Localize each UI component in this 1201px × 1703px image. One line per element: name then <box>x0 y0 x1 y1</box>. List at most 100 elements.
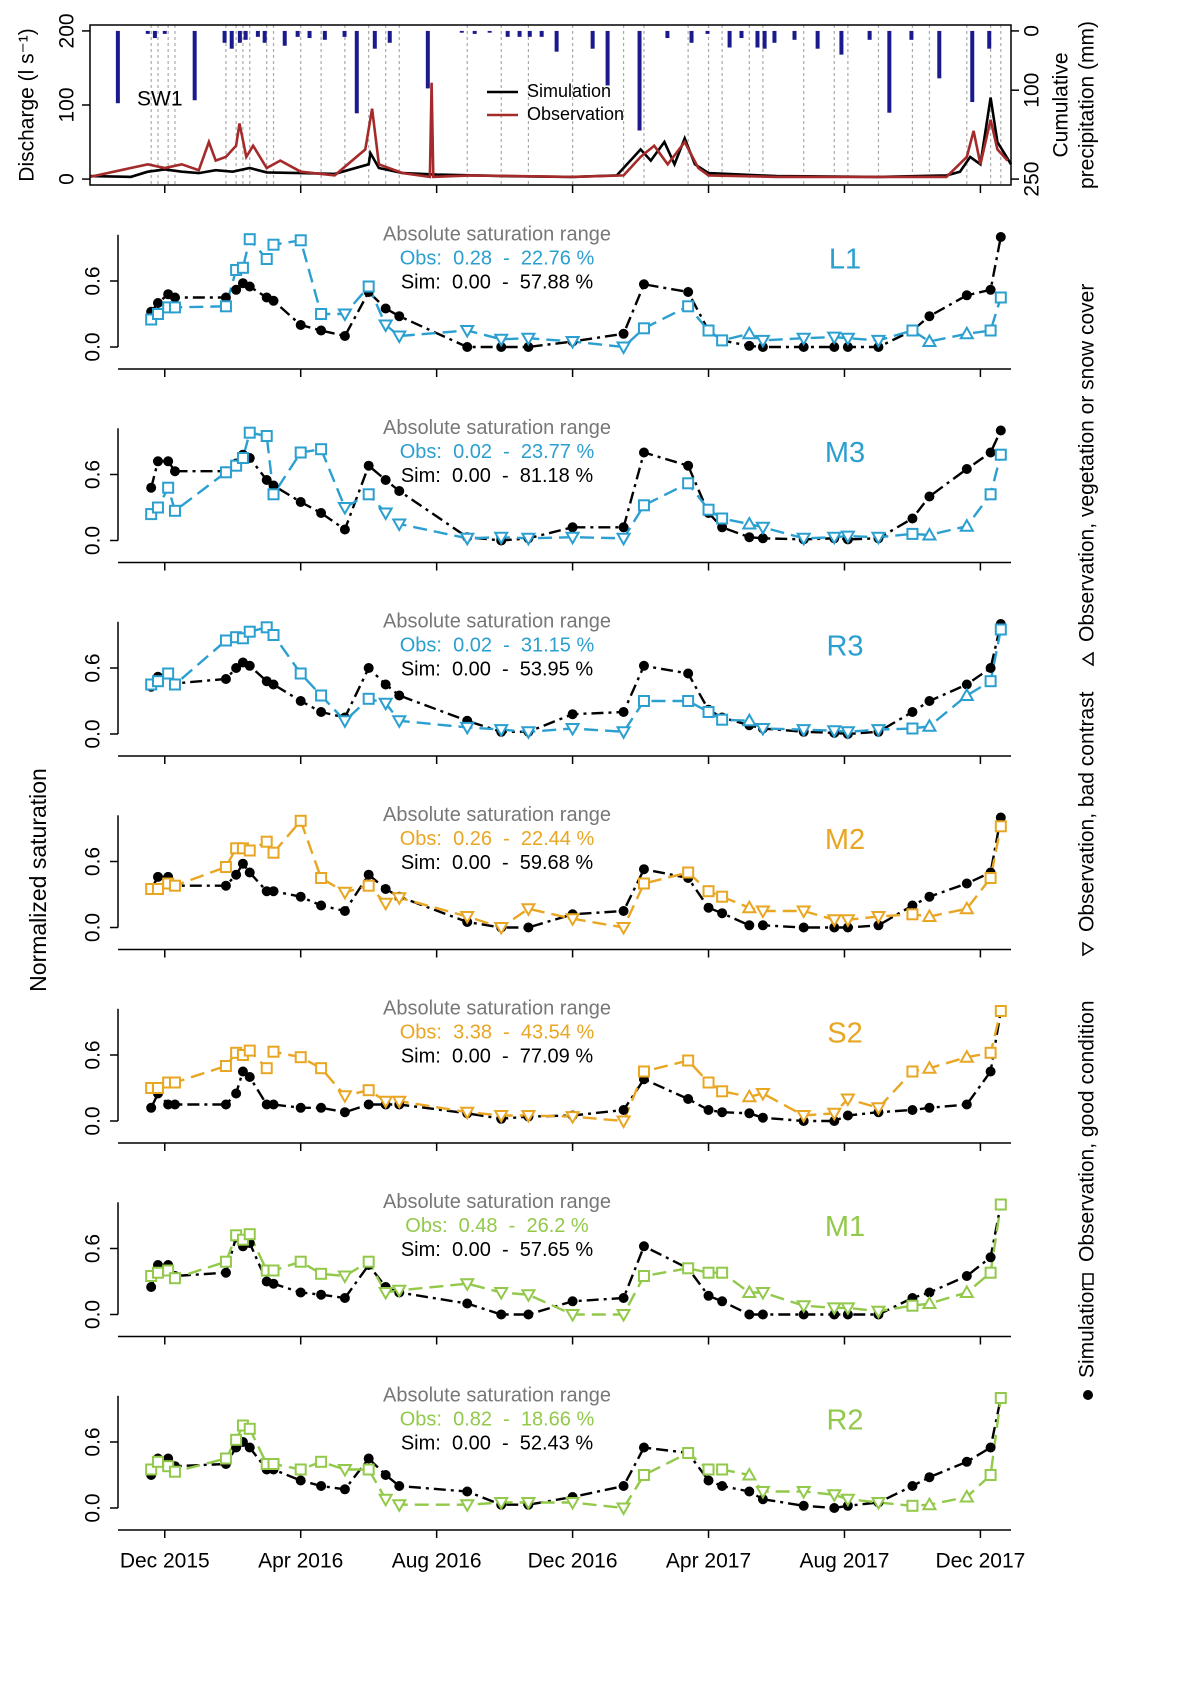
observation-point <box>959 687 975 701</box>
observation-point <box>162 667 175 680</box>
observation-point <box>459 1278 475 1292</box>
simulation-point <box>268 679 279 690</box>
station-label: SW1 <box>137 88 183 111</box>
simulation-point <box>618 707 629 717</box>
observation-point <box>826 531 842 546</box>
observation-point <box>906 1499 919 1512</box>
y-tick-label: 0.0 <box>82 1493 105 1522</box>
discharge-line <box>89 82 1009 179</box>
observation-point <box>377 1493 394 1508</box>
simulation-point <box>462 1486 473 1497</box>
precip-bar <box>162 30 167 34</box>
observation-point <box>337 1464 353 1478</box>
range-annotation: Sim: 0.00 - 53.95 % <box>401 658 594 680</box>
observation-point <box>315 308 328 320</box>
observation-point <box>615 1502 632 1517</box>
range-annotation: Obs: 0.28 - 22.76 % <box>400 247 595 269</box>
observation-point <box>741 899 758 914</box>
observation-point <box>294 1051 307 1064</box>
simulation-point <box>744 1309 755 1320</box>
observation-point <box>682 1262 695 1275</box>
observation-point <box>959 1284 975 1298</box>
observation-point <box>493 1497 509 1511</box>
simulation-point <box>567 709 578 720</box>
simulation-point <box>985 1066 996 1077</box>
simulation-point <box>618 522 629 533</box>
observation-point <box>267 238 280 251</box>
observation-point <box>702 885 715 898</box>
observation-point <box>716 1266 729 1279</box>
observation-point <box>702 1463 715 1476</box>
observation-point <box>243 844 256 857</box>
observation-point <box>520 726 537 740</box>
simulation-point <box>985 663 996 673</box>
precip-bar <box>472 30 477 34</box>
simulation-point <box>363 1099 374 1110</box>
precip-bar <box>307 30 312 39</box>
observation-point <box>459 1499 475 1513</box>
observation-point <box>564 1497 581 1511</box>
precip-bar <box>937 30 942 79</box>
y-tick-label: 0.6 <box>82 460 105 489</box>
simulation-point <box>244 1442 255 1453</box>
observation-point <box>377 1095 394 1110</box>
observation-point <box>362 1463 375 1476</box>
precip-bar <box>192 30 197 101</box>
y-tick-label: 0.0 <box>82 913 105 942</box>
observation-point <box>870 1497 887 1511</box>
simulation-point <box>717 1481 728 1491</box>
observation-point <box>267 1045 280 1058</box>
observation-point <box>682 1054 695 1067</box>
precip-bar <box>689 30 694 43</box>
observation-point <box>391 1499 407 1513</box>
simulation-point <box>380 679 391 690</box>
y-tick-label: 0 <box>56 173 79 185</box>
observation-point <box>564 531 581 546</box>
observation-point <box>906 1299 919 1312</box>
range-annotation: Absolute saturation range <box>383 223 611 245</box>
observation-point <box>362 1255 375 1268</box>
precip-bar <box>739 30 744 39</box>
observation-point <box>459 721 475 736</box>
precip-bar <box>909 30 914 40</box>
observation-point <box>219 634 232 647</box>
observation-point <box>267 1264 280 1277</box>
observation-point <box>362 879 375 892</box>
y-axis-label: Discharge (l s⁻¹) <box>16 28 39 181</box>
observation-point <box>702 1076 715 1089</box>
observation-point <box>826 331 842 346</box>
observation-point <box>391 518 407 533</box>
observation-point <box>168 1465 181 1478</box>
simulation-point <box>268 886 279 897</box>
simulation-point <box>339 906 350 916</box>
legend-label: Observation <box>527 104 624 124</box>
simulation-point <box>744 920 755 931</box>
precip-bar <box>342 30 347 37</box>
simulation-point <box>683 1094 694 1104</box>
observation-point <box>840 726 856 740</box>
observation-point <box>459 325 475 339</box>
precip-bar <box>665 30 670 39</box>
y2-tick-label: 250 <box>1021 162 1044 197</box>
observation-point <box>906 1065 919 1078</box>
legend-symbol <box>1083 1390 1093 1400</box>
observation-point <box>459 532 475 547</box>
observation-point <box>984 675 997 688</box>
simulation-point <box>717 908 728 919</box>
y2-tick-label: 0 <box>1021 25 1044 37</box>
simulation-point <box>316 1481 327 1491</box>
observation-point <box>615 1115 632 1130</box>
observation-point <box>870 911 887 925</box>
range-annotation: Sim: 0.00 - 52.43 % <box>401 1432 594 1454</box>
observation-point <box>260 1062 273 1075</box>
precip-bar <box>262 30 267 43</box>
simulation-point <box>152 456 163 467</box>
observation-point <box>906 908 919 921</box>
observation-point <box>219 861 232 873</box>
range-annotation: Obs: 3.38 - 43.54 % <box>400 1021 595 1043</box>
observation-point <box>741 1284 758 1298</box>
simulation-point <box>146 1102 157 1113</box>
observation-point <box>520 332 537 347</box>
observation-point <box>391 330 407 345</box>
simulation-point <box>380 1470 391 1480</box>
